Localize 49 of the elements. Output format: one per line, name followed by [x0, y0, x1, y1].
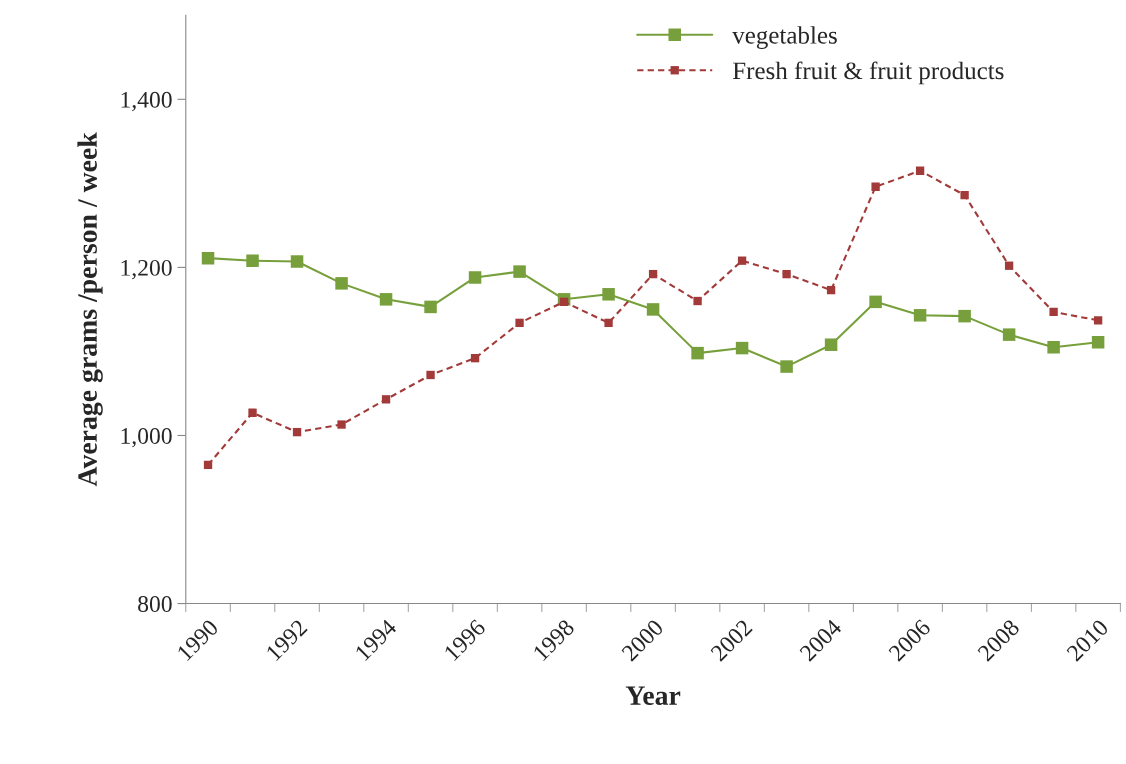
point — [737, 256, 747, 265]
y-axis-title: Average grams /person / week — [77, 132, 103, 487]
point — [824, 338, 838, 351]
point — [379, 293, 393, 306]
point — [648, 269, 658, 279]
y-tick-label: 800 — [138, 596, 172, 612]
point — [693, 296, 702, 306]
point — [335, 277, 348, 290]
point — [424, 300, 437, 314]
y-tick-label: 1,400 — [121, 91, 172, 112]
point — [1004, 261, 1014, 270]
point — [915, 166, 925, 175]
point — [381, 395, 391, 404]
point — [426, 370, 435, 380]
point — [513, 265, 526, 278]
legend-label: vegetables — [732, 26, 837, 49]
point — [515, 318, 524, 328]
y-tick-label: 1,000 — [121, 427, 172, 448]
point — [691, 346, 704, 360]
point — [960, 190, 969, 200]
point — [871, 182, 880, 191]
point — [290, 255, 304, 268]
point — [559, 297, 569, 307]
point — [1091, 335, 1105, 349]
point — [780, 360, 793, 373]
point — [646, 303, 660, 316]
y-tick-label: 1,200 — [121, 259, 172, 280]
point — [1049, 307, 1058, 317]
point — [602, 288, 615, 301]
point — [826, 285, 836, 295]
point — [470, 354, 480, 363]
point — [913, 309, 927, 322]
point — [248, 408, 257, 417]
point — [468, 271, 482, 284]
legend-label: Fresh fruit & fruit products — [732, 61, 1004, 85]
point — [735, 341, 749, 355]
point — [869, 295, 882, 309]
x-axis-title: Year — [625, 686, 681, 705]
point — [292, 427, 302, 437]
point — [1093, 316, 1103, 325]
point — [782, 269, 791, 279]
point — [1002, 328, 1016, 341]
point — [1047, 340, 1060, 354]
point — [203, 460, 213, 470]
point — [246, 254, 259, 267]
point — [337, 420, 346, 429]
point — [201, 251, 215, 265]
point — [958, 309, 971, 323]
point — [604, 318, 613, 328]
